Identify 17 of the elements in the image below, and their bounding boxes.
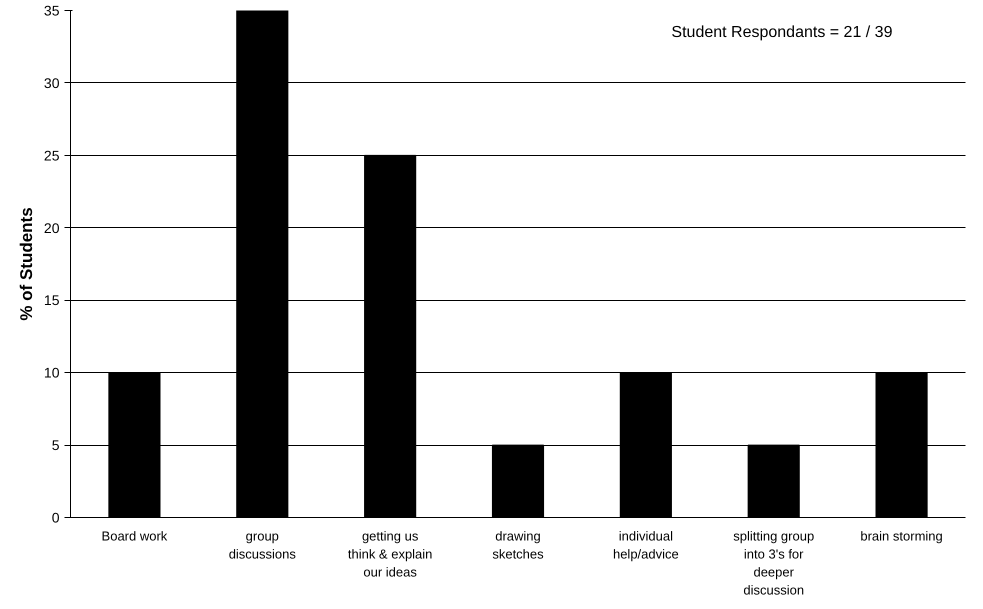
y-tick-label: 30 [44, 74, 60, 91]
y-tick-label: 20 [44, 220, 60, 236]
x-tick-label: splitting group into 3's for deeper discussion [733, 528, 814, 598]
x-tick-label: individual help/advice [612, 528, 679, 562]
y-tick-label: 10 [44, 364, 60, 381]
y-axis-title: % of Students [16, 207, 36, 321]
y-tick-label: 5 [52, 437, 60, 454]
y-tick-label: 15 [44, 292, 60, 308]
x-tick-label: Board work [102, 528, 168, 544]
y-tick-label: 25 [44, 147, 60, 164]
x-tick-label: getting us think & explain our ideas [348, 528, 432, 580]
y-tick-label: 0 [52, 510, 60, 526]
y-tick-label: 35 [44, 2, 60, 18]
x-tick-label: group discussions [228, 528, 296, 562]
x-tick-label: drawing sketches [492, 528, 544, 562]
annotation: Student Respondants = 21 / 39 [671, 24, 893, 41]
x-tick-label: brain storming [860, 528, 943, 544]
